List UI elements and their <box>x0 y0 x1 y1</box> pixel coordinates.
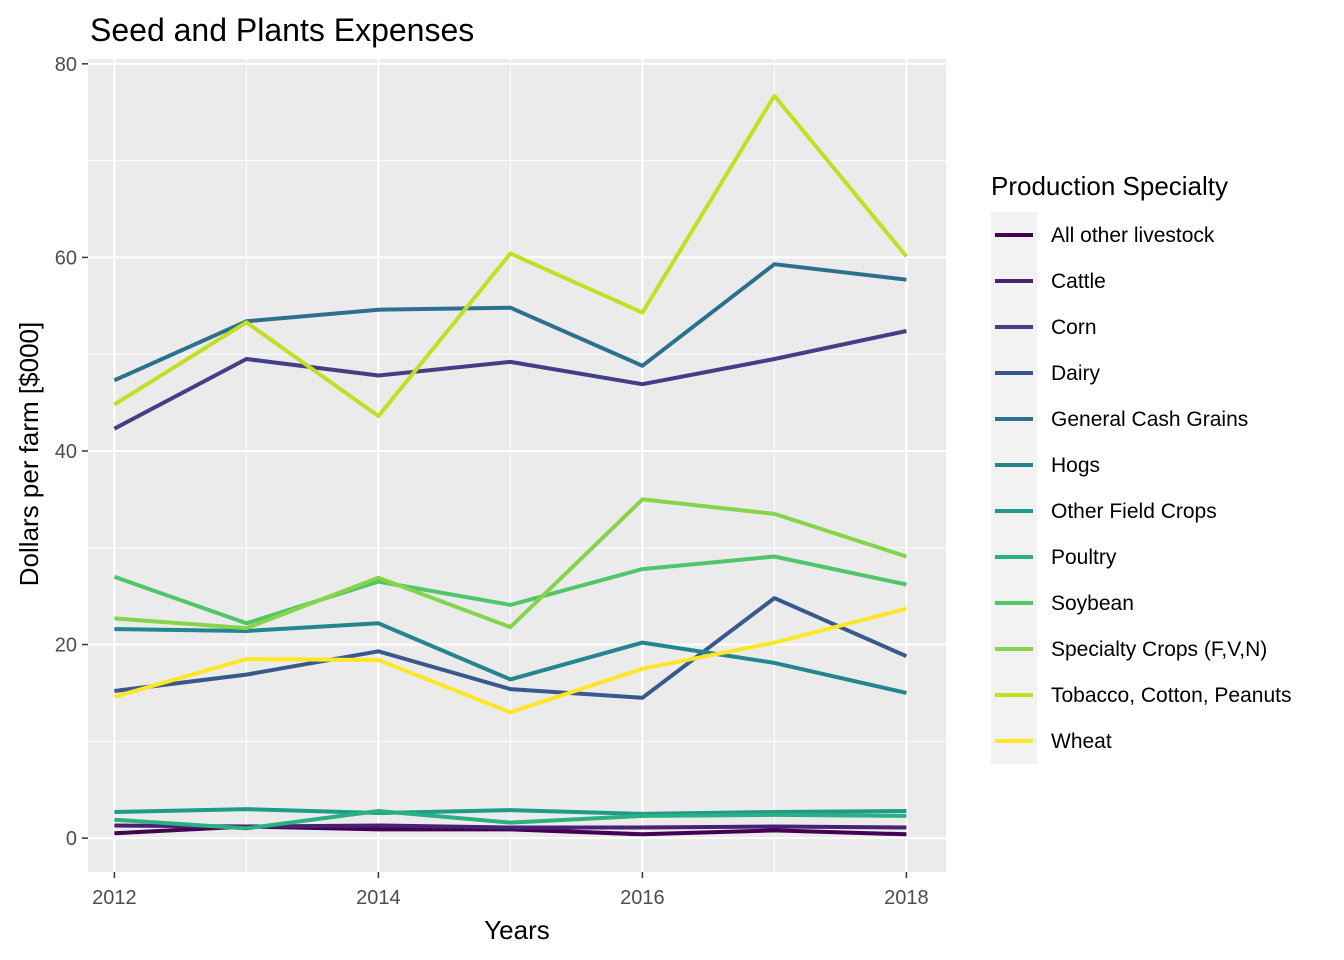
x-tick-label: 2012 <box>92 887 137 909</box>
legend-label-tobacco-cotton-peanuts: Tobacco, Cotton, Peanuts <box>1051 684 1292 707</box>
series-line-dairy <box>114 596 908 700</box>
legend-label-specialty-crops-f-v-n: Specialty Crops (F,V,N) <box>1051 638 1267 661</box>
legend-key-background <box>991 212 1037 764</box>
legend-label-soybean: Soybean <box>1051 592 1134 615</box>
series-line-poultry <box>114 809 907 831</box>
legend-label-dairy: Dairy <box>1051 362 1101 385</box>
legend-label-cattle: Cattle <box>1051 270 1106 293</box>
x-axis-title: Years <box>484 915 550 945</box>
series-line-corn <box>113 329 907 431</box>
legend-title: Production Specialty <box>991 171 1228 201</box>
y-tick-label: 0 <box>66 828 77 850</box>
x-tick-label: 2018 <box>884 887 929 909</box>
series-line-specialty-crops-f-v-n <box>114 497 908 631</box>
y-axis: 0 20 40 60 80 <box>55 54 88 850</box>
legend-label-corn: Corn <box>1051 316 1097 339</box>
series-line-soybean <box>113 554 907 626</box>
y-tick-label: 80 <box>55 54 77 76</box>
plot-panel <box>88 59 946 872</box>
series-line-tobacco-cotton-peanuts <box>113 93 908 419</box>
y-tick-label: 40 <box>55 441 77 463</box>
legend-label-wheat: Wheat <box>1051 730 1112 753</box>
x-axis: 2012 2014 2016 2018 <box>92 872 929 909</box>
major-grid <box>88 59 946 872</box>
x-tick-label: 2016 <box>620 887 665 909</box>
minor-grid <box>88 59 946 872</box>
legend-label-poultry: Poultry <box>1051 546 1117 569</box>
series-line-other-field-crops <box>114 807 907 816</box>
legend-label-other-field-crops: Other Field Crops <box>1051 500 1217 523</box>
series-line-wheat <box>113 606 907 715</box>
legend-items: All other livestock Cattle Corn Dairy Genera… <box>991 212 1292 764</box>
legend-label-all-other-livestock: All other livestock <box>1051 224 1215 247</box>
y-tick-label: 20 <box>55 635 77 657</box>
legend: Production Specialty All other livestock… <box>991 171 1292 764</box>
series-line-hogs <box>114 621 907 695</box>
series-lines <box>113 93 908 837</box>
x-tick-label: 2014 <box>356 887 401 909</box>
legend-label-hogs: Hogs <box>1051 454 1100 477</box>
y-axis-title: Dollars per farm [$000] <box>14 322 44 586</box>
legend-label-general-cash-grains: General Cash Grains <box>1051 408 1248 431</box>
y-tick-label: 60 <box>55 247 77 269</box>
chart-title: Seed and Plants Expenses <box>90 12 474 48</box>
